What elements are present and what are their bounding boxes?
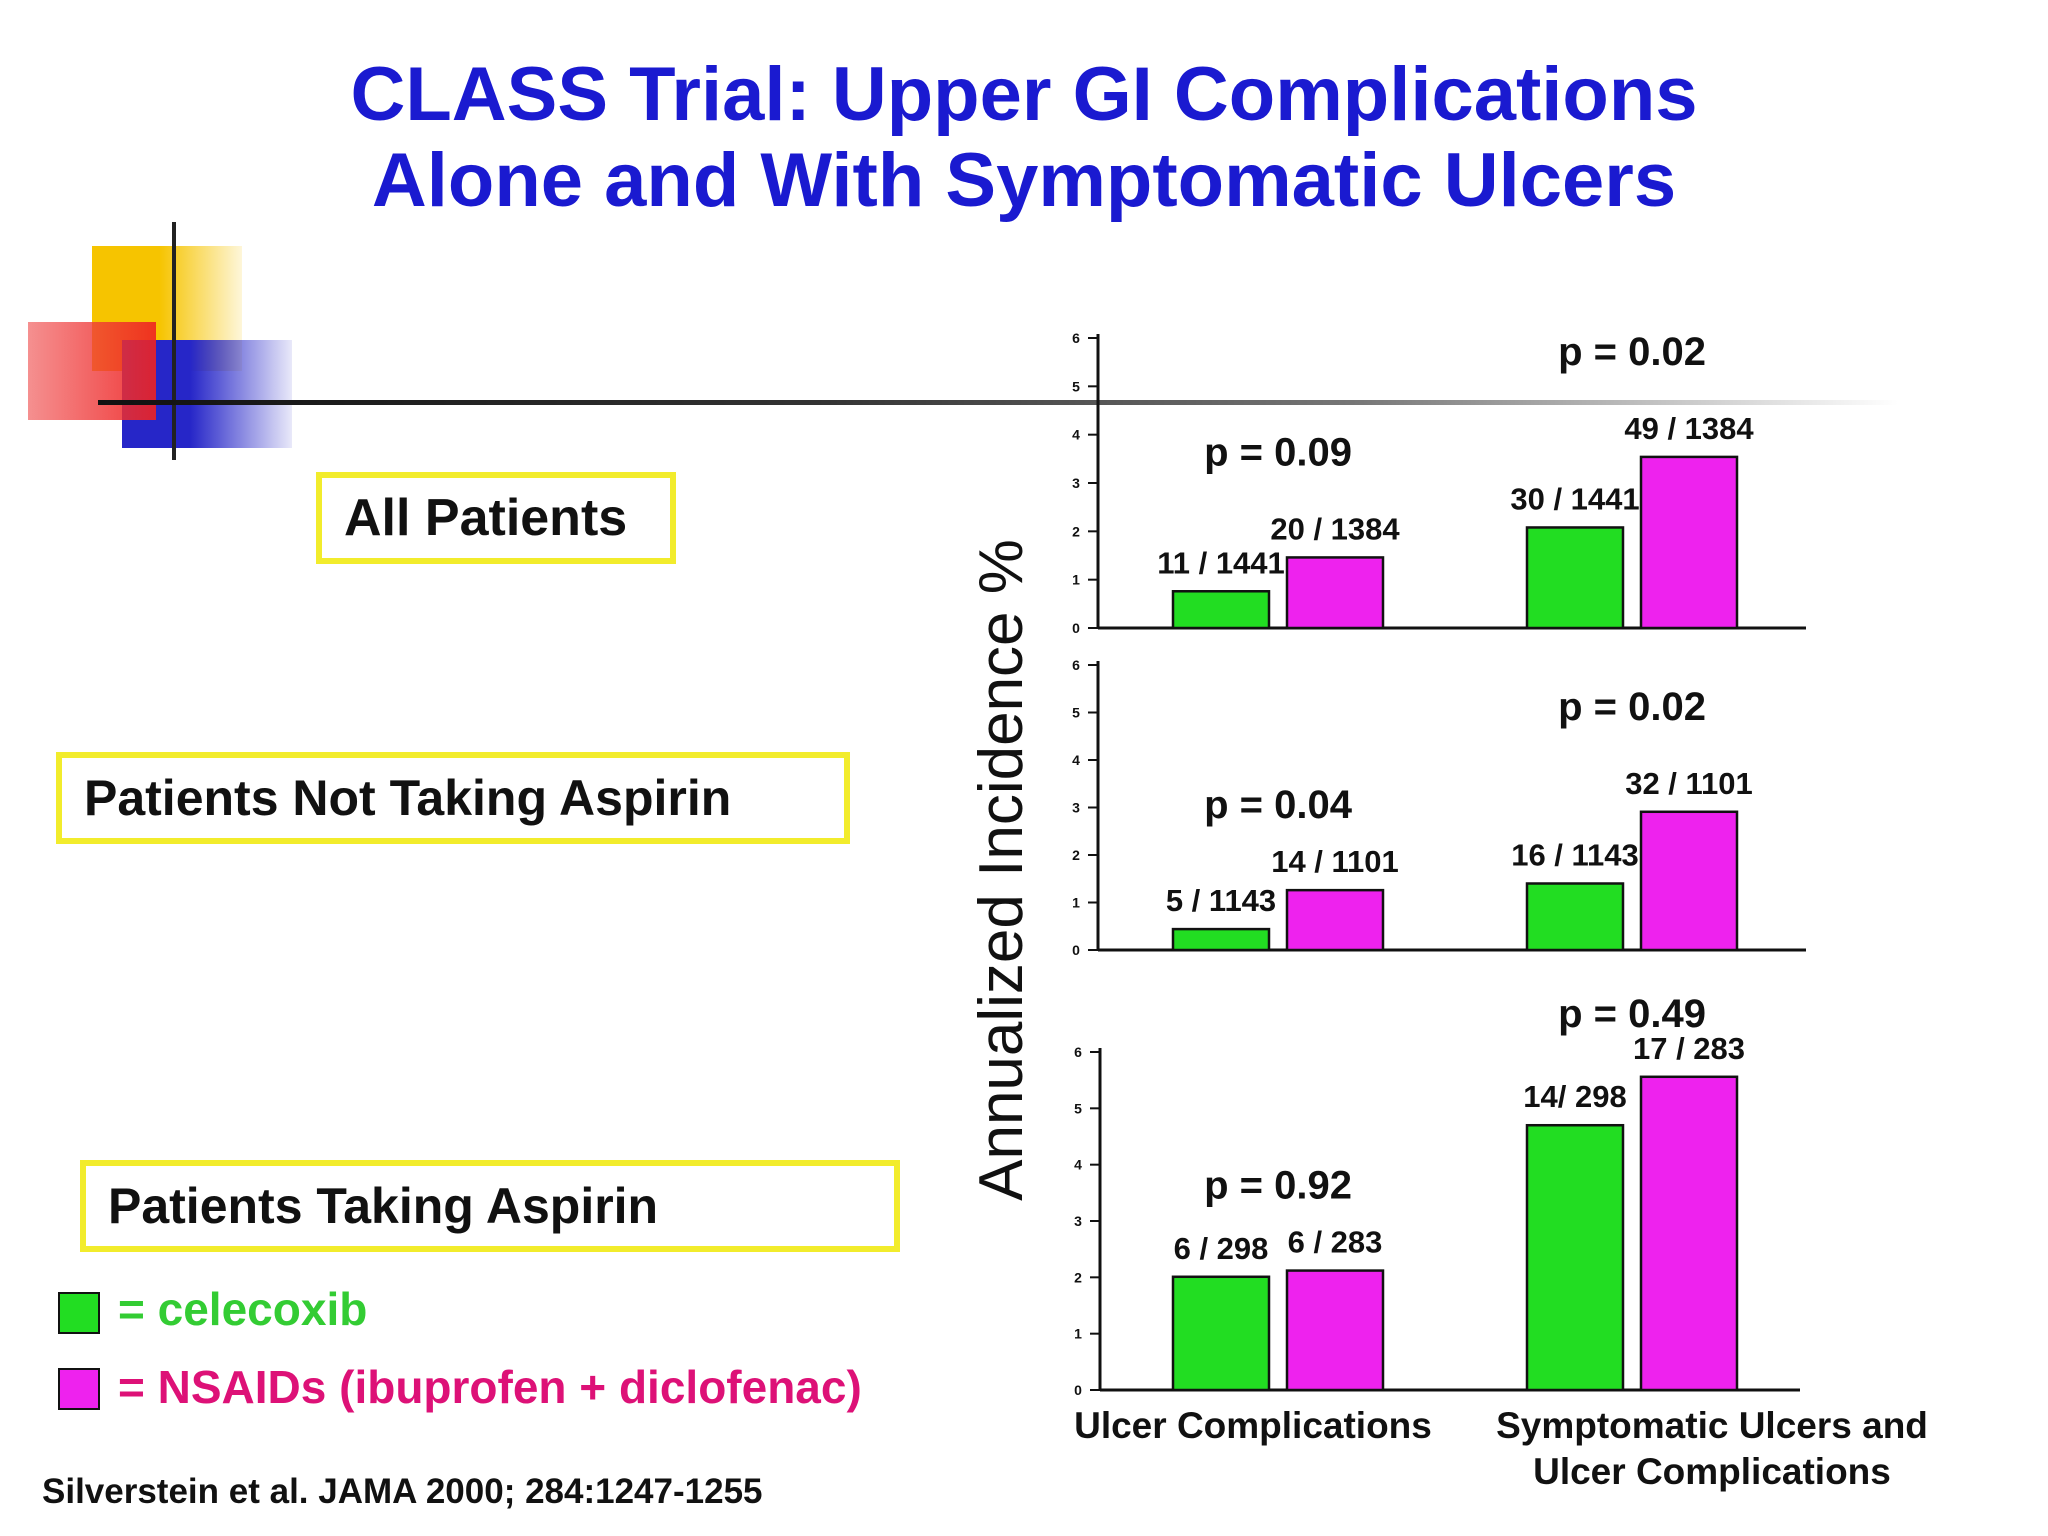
label-not-taking-aspirin: Patients Not Taking Aspirin [56,752,850,844]
legend-celecoxib-label: = celecoxib [118,1283,368,1335]
bar [1285,556,1385,630]
y-tick-label: 0 [1072,620,1080,636]
bar [1171,590,1271,630]
bar-data-label: 11 / 1441 [1157,545,1285,580]
y-tick-label: 0 [1074,1382,1082,1398]
bar [1639,1075,1739,1392]
bar [1285,1269,1385,1392]
y-tick-label: 3 [1072,475,1080,491]
y-tick-label: 5 [1072,705,1080,721]
bar-data-label: 6 / 298 [1174,1231,1269,1266]
bar-data-label: 32 / 1101 [1625,766,1753,801]
bar-data-label: 49 / 1384 [1624,411,1754,446]
y-tick-label: 6 [1072,657,1080,673]
bar [1525,1123,1625,1392]
y-tick-label: 5 [1074,1100,1082,1116]
p-value-label: p = 0.49 [1558,992,1706,1036]
title-line-2: Alone and With Symptomatic Ulcers [371,138,1677,223]
p-value-label: p = 0.02 [1558,330,1706,374]
label-all-patients: All Patients [316,472,676,564]
p-value-label: p = 0.09 [1204,430,1352,474]
category-label: Symptomatic Ulcers and [1496,1405,1928,1446]
label-all-patients-text: All Patients [344,489,628,547]
bar-data-label: 5 / 1143 [1166,883,1276,918]
citation: Silverstein et al. JAMA 2000; 284:1247-1… [42,1472,763,1511]
decorative-vertical-line [172,222,176,460]
legend-celecoxib-swatch [58,1292,100,1334]
y-tick-label: 2 [1072,523,1080,539]
y-tick-label: 1 [1072,572,1080,588]
y-tick-label: 1 [1072,895,1080,911]
label-taking-aspirin-text: Patients Taking Aspirin [108,1178,659,1234]
bar-data-label: 17 / 283 [1633,1031,1745,1066]
y-tick-label: 4 [1074,1157,1082,1173]
bar [1171,1275,1271,1392]
p-value-label: p = 0.04 [1204,783,1353,827]
bar-data-label: 20 / 1384 [1270,511,1400,546]
bar-data-label: 6 / 283 [1288,1225,1383,1260]
legend-nsaids-label: = NSAIDs (ibuprofen + diclofenac) [118,1361,862,1413]
bar [1525,882,1625,952]
y-tick-label: 0 [1072,942,1080,958]
y-tick-label: 4 [1072,752,1080,768]
y-tick-label: 3 [1072,800,1080,816]
y-axis-title: Annualized Incidence % [967,539,1036,1201]
bar-data-label: 30 / 1441 [1510,481,1639,516]
y-tick-label: 1 [1074,1326,1082,1342]
y-tick-label: 3 [1074,1213,1082,1229]
title-line-1: CLASS Trial: Upper GI Complications [350,52,1698,137]
y-tick-label: 2 [1074,1269,1082,1285]
bar [1639,810,1739,952]
y-tick-label: 6 [1072,330,1080,346]
y-tick-label: 2 [1072,847,1080,863]
y-tick-label: 6 [1074,1044,1082,1060]
y-tick-label: 5 [1072,378,1080,394]
y-tick-label: 4 [1072,427,1080,443]
label-taking-aspirin: Patients Taking Aspirin [80,1160,900,1252]
bar-data-label: 16 / 1143 [1511,838,1639,873]
bar [1171,927,1271,952]
category-label: Ulcer Complications [1074,1405,1432,1446]
bar-data-label: 14/ 298 [1523,1079,1626,1114]
label-not-taking-aspirin-text: Patients Not Taking Aspirin [84,770,732,826]
p-value-label: p = 0.92 [1204,1164,1352,1208]
bar-data-label: 14 / 1101 [1271,844,1399,879]
bar [1285,888,1385,952]
p-value-label: p = 0.02 [1558,685,1706,729]
decorative-horizontal-line [98,400,1898,405]
legend-nsaids-swatch [58,1368,100,1410]
category-label: Ulcer Complications [1533,1451,1891,1492]
bar [1525,526,1625,630]
bar [1639,455,1739,630]
